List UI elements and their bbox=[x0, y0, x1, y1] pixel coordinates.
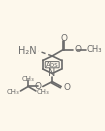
Text: CH₃: CH₃ bbox=[22, 76, 35, 82]
Text: CH₃: CH₃ bbox=[86, 45, 102, 54]
Text: O: O bbox=[60, 34, 67, 43]
FancyBboxPatch shape bbox=[45, 62, 59, 68]
Text: CH₃: CH₃ bbox=[7, 89, 20, 95]
Text: O: O bbox=[74, 45, 81, 54]
Text: O: O bbox=[64, 83, 71, 92]
Text: H₂N: H₂N bbox=[18, 46, 37, 56]
Text: N: N bbox=[49, 69, 56, 78]
Text: CH₃: CH₃ bbox=[37, 89, 49, 95]
Text: Abs: Abs bbox=[46, 62, 59, 68]
Text: O: O bbox=[34, 82, 41, 91]
